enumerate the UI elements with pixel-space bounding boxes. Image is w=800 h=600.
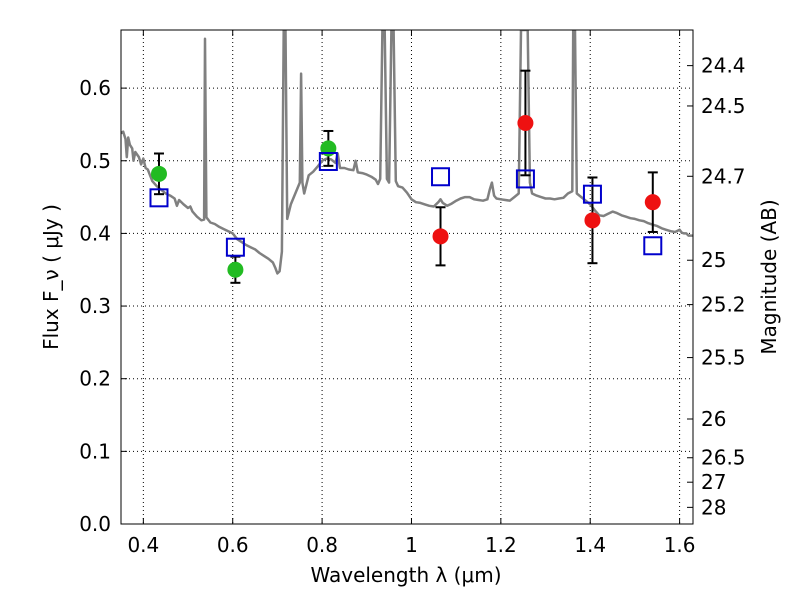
y-tick-label: 0.2 [79, 367, 111, 391]
grid [121, 30, 693, 525]
y-axis-right-title: Magnitude (AB) [757, 199, 781, 354]
y-axis-title: Flux F_ν ( μJy ) [39, 204, 63, 350]
x-tick-label: 1.2 [485, 533, 517, 557]
model-square-point [149, 188, 169, 208]
model-spectrum [121, 30, 693, 275]
y-tick-label: 0.1 [79, 439, 111, 463]
right-tick-label: 26 [701, 407, 726, 431]
red-point [432, 228, 449, 245]
x-tick-label: 0.4 [127, 533, 159, 557]
x-tick-label: 0.8 [306, 533, 338, 557]
green-point [320, 140, 337, 157]
green-point [150, 165, 167, 182]
model-square-point [225, 237, 245, 257]
y-tick-label: 0.0 [79, 512, 111, 536]
right-tick-label: 26.5 [701, 446, 746, 470]
right-tick-label: 25.2 [701, 293, 746, 317]
model-square-point [582, 184, 602, 204]
plot-frame [120, 29, 694, 525]
x-tick-label: 0.6 [217, 533, 249, 557]
model-square-point [431, 167, 451, 187]
x-axis-title: Wavelength λ (μm) [310, 563, 501, 587]
right-tick-label: 24.7 [701, 164, 746, 188]
right-tick-label: 27 [701, 470, 726, 494]
model-square-point [643, 236, 663, 256]
y-tick-label: 0.6 [79, 76, 111, 100]
right-tick-label: 24.4 [701, 54, 746, 78]
y-tick-label: 0.3 [79, 294, 111, 318]
ticks: 0.4 0.6 0.8 1 1.2 1.4 1.6 0.0 0.1 0.2 0.3 0.4 0.5 0.6… [79, 30, 746, 557]
green-point [227, 261, 244, 278]
y-tick-label: 0.5 [79, 149, 111, 173]
x-tick-label: 1.6 [664, 533, 696, 557]
right-tick-label: 24.5 [701, 94, 746, 118]
model-square-point [318, 151, 338, 171]
right-tick-label: 25.5 [701, 346, 746, 370]
red-point [644, 194, 661, 211]
x-tick-label: 1 [405, 533, 418, 557]
model-square-point [515, 169, 535, 189]
model-spectrum-line [121, 30, 693, 275]
red-point [584, 212, 601, 229]
right-tick-label: 25 [701, 248, 726, 272]
y-tick-label: 0.4 [79, 221, 111, 245]
right-tick-label: 28 [701, 495, 726, 519]
x-tick-label: 1.4 [574, 533, 606, 557]
data-markers [149, 69, 663, 284]
red-point [517, 114, 534, 131]
